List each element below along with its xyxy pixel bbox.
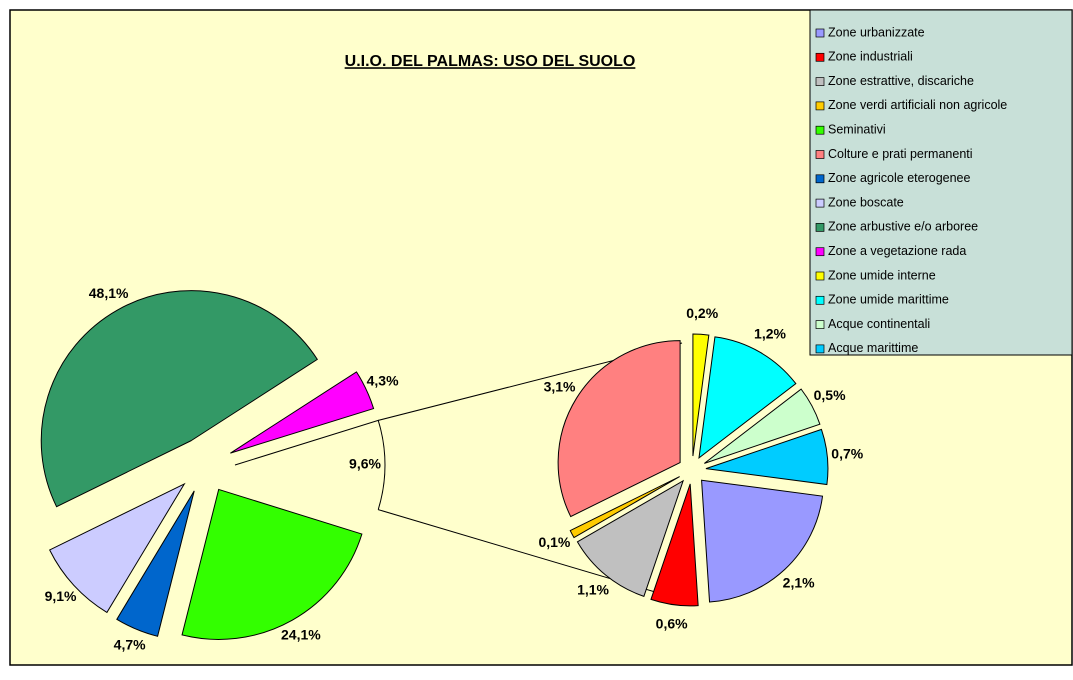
legend-swatch: [815, 344, 825, 354]
data-label: 0,5%: [814, 387, 846, 403]
data-label: 9,6%: [349, 456, 381, 472]
pie-slice: [692, 333, 710, 457]
legend-swatch: [815, 247, 825, 257]
legend-swatch: [815, 52, 825, 62]
pie-slice: [569, 476, 680, 539]
legend-label: Zone boscate: [828, 195, 904, 209]
legend-swatch: [815, 320, 825, 329]
legend-swatch: [815, 295, 825, 305]
data-label: 2,1%: [783, 575, 815, 591]
data-label: 48,1%: [89, 285, 129, 301]
data-label: 1,2%: [754, 326, 786, 342]
data-label: 3,1%: [544, 378, 576, 394]
legend-swatch: [815, 271, 825, 281]
data-label: 0,2%: [686, 305, 718, 321]
pie-slice: [705, 428, 829, 486]
legend-swatch: [815, 150, 825, 159]
legend-swatch: [815, 198, 825, 208]
legend-swatch: [815, 223, 825, 232]
data-label: 1,1%: [577, 581, 609, 597]
legend-label: Zone umide marittime: [828, 293, 949, 307]
legend-swatch: [815, 125, 825, 135]
pie-slice: [576, 479, 685, 597]
legend-label: Zone agricole eterogenee: [828, 171, 971, 185]
legend-label: Seminativi: [828, 122, 886, 136]
data-label: 4,3%: [367, 373, 399, 389]
pie-slice: [181, 488, 363, 640]
legend-swatch: [815, 77, 825, 86]
pie-slice: [49, 482, 186, 614]
legend-label: Acque continentali: [828, 317, 930, 331]
pie-slice: [701, 479, 824, 603]
pie-slice: [116, 490, 195, 637]
data-label: 24,1%: [281, 627, 321, 643]
legend-label: Zone estrattive, discariche: [828, 74, 974, 88]
data-label: 0,1%: [538, 534, 570, 550]
legend-label: Colture e prati permanenti: [828, 147, 973, 161]
legend-label: Zone industriali: [828, 50, 913, 64]
pie-slice: [40, 290, 319, 508]
data-label: 0,6%: [656, 615, 688, 631]
legend-box: [809, 9, 1073, 356]
legend-swatch: [815, 28, 825, 38]
pie-slice: [704, 388, 821, 464]
pie-slice: [650, 483, 699, 607]
legend-label: Acque marittime: [828, 341, 918, 355]
pie-slice: [557, 340, 681, 518]
pie-slice: [230, 371, 375, 454]
legend-label: Zone verdi artificiali non agricole: [828, 98, 1007, 112]
chart-title: U.I.O. DEL PALMAS: USO DEL SUOLO: [345, 53, 636, 70]
data-label: 0,7%: [831, 445, 863, 461]
pie-slice: [698, 336, 797, 460]
legend-label: Zone umide interne: [828, 268, 936, 282]
legend-label: Zone a vegetazione rada: [828, 244, 966, 258]
legend-swatch: [815, 174, 825, 184]
data-label: 4,7%: [114, 637, 146, 653]
legend-swatch: [815, 101, 825, 111]
legend-label: Zone arbustive e/o arboree: [828, 220, 978, 234]
legend-label: Zone urbanizzate: [828, 25, 925, 39]
data-label: 9,1%: [45, 588, 77, 604]
